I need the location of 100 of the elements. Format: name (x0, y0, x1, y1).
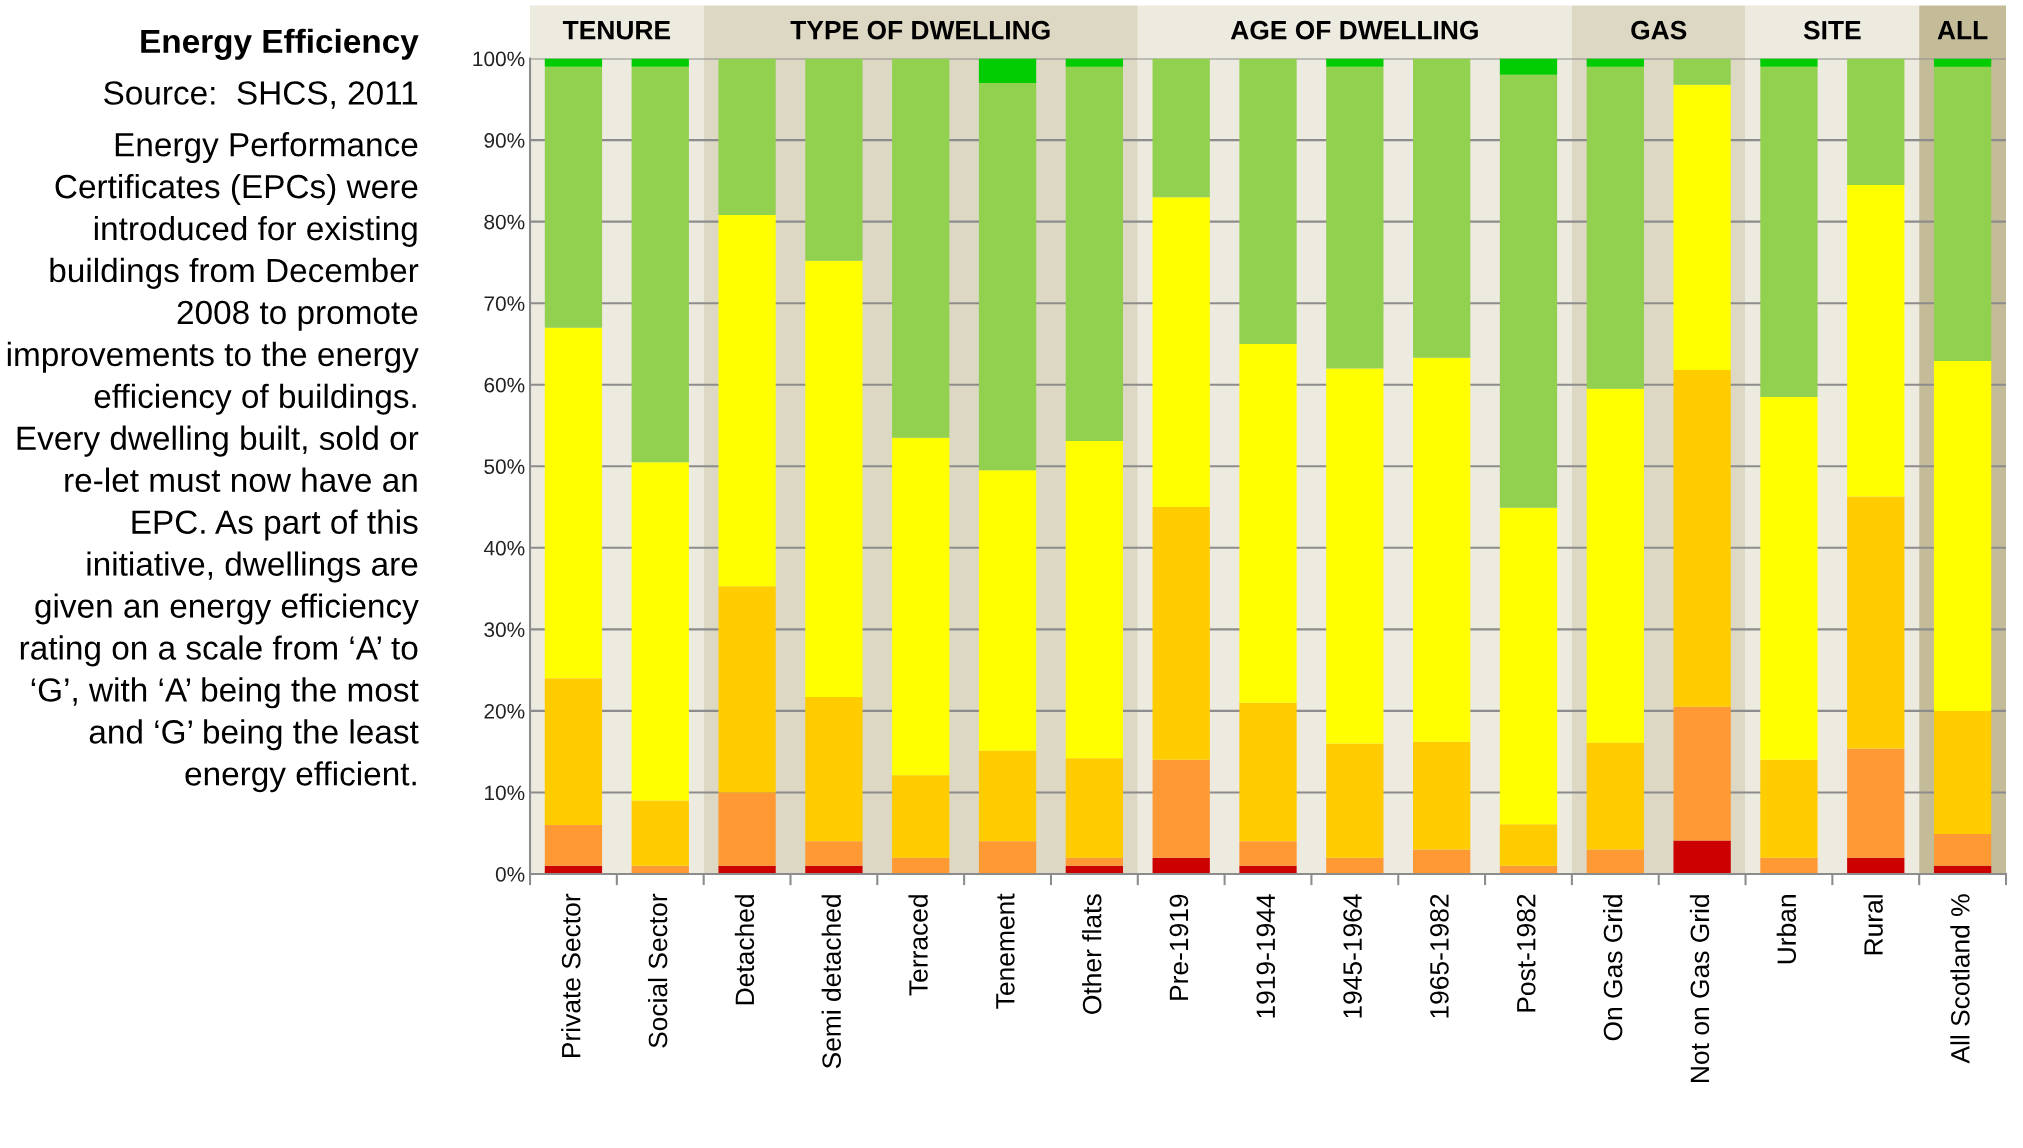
bar (805, 697, 863, 842)
bar (1326, 66, 1384, 369)
bar (892, 437, 950, 776)
bar (1239, 58, 1297, 344)
bar (631, 462, 689, 801)
bar (978, 58, 1037, 84)
text: Energy Performance Certificates (EPCs) were introduced for existing buildings from December 2008 to promote improvements to the energy efficiency of buildings. Every dwelling built, sold or re-let must now have an EPC. As part of this initiative, dwellings are given an energy efficiency rating on a scale from ‘A’ to ‘G’, with ‘A’ being the most and ‘G’ being the least energy efficient. (7, 132, 419, 793)
bar (1760, 857, 1818, 874)
bar (978, 750, 1037, 842)
bar (1586, 58, 1644, 67)
band-label: SITE (1803, 20, 1861, 40)
x-tick-label: Pre-1919 (1169, 894, 1189, 1000)
bar (1673, 84, 1731, 371)
bar (1413, 849, 1471, 874)
y-tick-label: 90% (484, 133, 525, 148)
bar (544, 825, 603, 866)
bar (1586, 742, 1644, 850)
bar (1499, 74, 1558, 508)
x-tick-label: 1965-1982 (1430, 894, 1449, 1018)
bar (1152, 857, 1210, 874)
bar (1326, 857, 1384, 874)
bar (1152, 197, 1210, 508)
x-tick-label: Detached (734, 895, 755, 1005)
x-tick-label: 1945-1964 (1343, 894, 1362, 1018)
bar (1933, 710, 1992, 835)
bar (1413, 357, 1471, 742)
y-tick-label: 70% (484, 296, 525, 311)
bar (1499, 824, 1558, 866)
x-tick-label: On Gas Grid (1603, 895, 1623, 1041)
bar (1847, 748, 1905, 858)
y-tick-label: 0% (495, 866, 525, 882)
bar (631, 58, 689, 67)
band-label: TENURE (562, 21, 671, 40)
bar (1065, 758, 1124, 858)
bar (1673, 840, 1731, 874)
x-tick-label: Social Sector (647, 893, 668, 1048)
bar (631, 66, 689, 463)
bar (1065, 58, 1124, 67)
bar (1673, 706, 1731, 841)
bar (1933, 834, 1992, 866)
band-label: AGE OF DWELLING (1230, 20, 1478, 40)
x-tick-label: Tenement (996, 893, 1015, 1009)
bar (718, 792, 776, 866)
x-tick-label: Not on Gas Grid (1689, 895, 1710, 1082)
bar (1847, 857, 1905, 874)
bar (978, 83, 1037, 471)
band-label: GAS (1631, 20, 1687, 40)
x-tick-label: Urban (1776, 895, 1797, 964)
bar (1065, 66, 1124, 441)
bar (1673, 370, 1731, 707)
bar (1933, 66, 1992, 362)
bar (1239, 841, 1297, 866)
bar (1933, 361, 1992, 711)
bar (544, 678, 603, 826)
bar (805, 841, 863, 866)
x-tick-label: 1919-1944 (1256, 894, 1276, 1018)
bar (1847, 184, 1905, 497)
x-tick-label: Other flats (1082, 894, 1102, 1014)
bar (544, 327, 603, 679)
bar (1152, 507, 1210, 760)
bar (1586, 388, 1644, 743)
y-tick-label: 60% (484, 377, 525, 393)
band-label: TYPE OF DWELLING (790, 20, 1050, 40)
chart-title: Energy Efficiency (141, 28, 419, 60)
bar (892, 857, 950, 874)
bar (892, 775, 950, 858)
bar (1326, 368, 1384, 744)
bar (978, 841, 1037, 874)
bar (718, 58, 776, 216)
bar (1760, 58, 1818, 67)
x-tick-label: Post-1982 (1516, 894, 1536, 1012)
x-tick-label: Terraced (908, 895, 928, 996)
bar (1499, 507, 1558, 825)
bar (544, 66, 603, 328)
bar (805, 58, 863, 261)
bar (1239, 343, 1297, 703)
bar (1413, 58, 1471, 358)
bar (1065, 857, 1124, 866)
y-tick-label: 40% (483, 540, 525, 556)
y-tick-label: 100% (473, 51, 525, 67)
bar (718, 215, 776, 587)
source-note: Source: SHCS, 2011 (104, 81, 418, 109)
bar (1586, 66, 1644, 389)
bar (718, 586, 776, 793)
bar (1239, 702, 1297, 842)
x-tick-label: Semi detached (821, 895, 841, 1069)
band-label: ALL (1937, 21, 1988, 40)
y-tick-label: 50% (484, 459, 525, 475)
bar (1760, 66, 1818, 397)
bar (1933, 58, 1992, 67)
bar (1847, 496, 1905, 749)
x-tick-label: Rural (1863, 895, 1883, 955)
bar (1760, 759, 1818, 858)
bar (1499, 58, 1558, 75)
bar (978, 470, 1037, 751)
bar (1152, 58, 1210, 198)
bar (1326, 58, 1384, 67)
bar (892, 58, 950, 438)
bar (1847, 58, 1905, 185)
x-tick-label: Private Sector (561, 893, 581, 1057)
